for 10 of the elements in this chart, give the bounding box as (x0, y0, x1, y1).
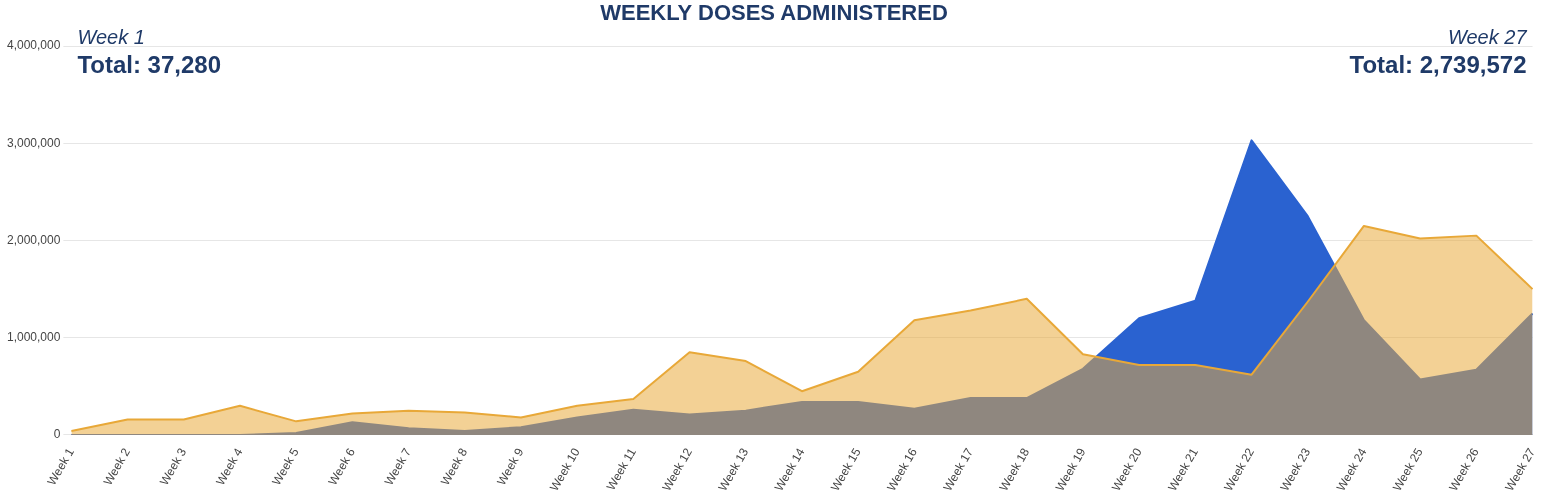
chart-title: WEEKLY DOSES ADMINISTERED (599, 0, 949, 26)
annotation: Week 1 (77, 25, 145, 48)
annotation: Total: 2,739,572 (1349, 50, 1527, 78)
y-tick-label: 4,000,000 (6, 38, 61, 53)
y-tick-label: 3,000,000 (6, 135, 61, 150)
y-tick-label: 1,000,000 (6, 330, 61, 345)
y-tick-label: 2,000,000 (6, 232, 61, 247)
annotation: Week 27 (1447, 25, 1528, 48)
annotation: Total: 37,280 (77, 50, 222, 78)
y-tick-label: 0 (53, 427, 61, 442)
